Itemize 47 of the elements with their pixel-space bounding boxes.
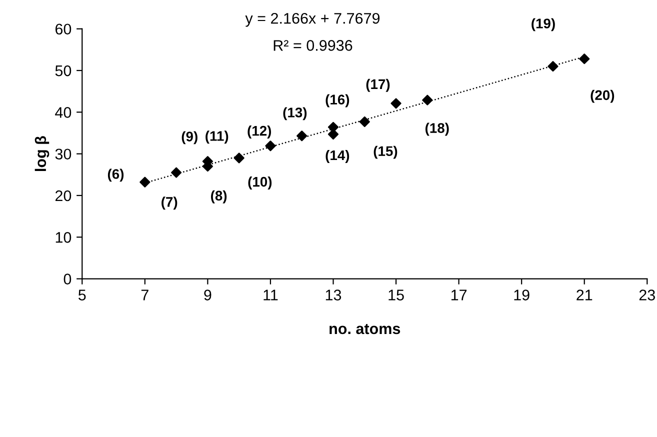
point <box>296 130 308 142</box>
annotation: (15) <box>374 146 398 159</box>
y-tick-label: 0 <box>64 274 72 284</box>
annotation: (10) <box>248 176 272 190</box>
annotation: (6) <box>108 168 124 182</box>
annotation: (17) <box>366 78 390 92</box>
y-tick-label: 30 <box>55 148 72 160</box>
x-tick-label: 5 <box>78 290 86 300</box>
text: y = 2.166x + 7.7679 <box>245 12 380 27</box>
annotation: (19) <box>532 18 555 32</box>
x-tick-label: 13 <box>326 290 342 300</box>
annotation: (8) <box>211 190 227 204</box>
point <box>140 176 150 188</box>
annotation: R² = 0.9936 <box>274 40 352 51</box>
y-tick-label: 50 <box>55 65 72 76</box>
point <box>359 116 370 128</box>
annotation: (13) <box>283 107 307 120</box>
point <box>579 54 590 64</box>
y-tick-label: 10 <box>56 232 72 243</box>
x-tick-label: 21 <box>576 290 592 300</box>
point <box>328 122 339 132</box>
x-tick-label: 15 <box>388 290 404 300</box>
annotation: (14) <box>326 150 350 163</box>
annotation: (11) <box>206 130 228 144</box>
point <box>234 152 244 164</box>
x-tick-label: 17 <box>451 290 467 300</box>
x-tick-label: 11 <box>264 290 278 300</box>
x-tick-label: 23 <box>639 290 655 300</box>
annotation: (20) <box>590 90 614 103</box>
point <box>548 61 558 72</box>
x-tick-label: 7 <box>141 290 148 300</box>
annotation: (12) <box>248 126 272 138</box>
annotation: (16) <box>326 94 350 108</box>
x-tick-label: 19 <box>514 290 530 300</box>
x-axis-title: no. atoms <box>330 324 400 334</box>
y-axis-title: log β <box>34 136 50 171</box>
y-tick-label: 60 <box>55 24 72 35</box>
point <box>170 167 182 178</box>
point <box>265 140 276 152</box>
annotation: (9) <box>182 131 198 144</box>
annotation: (7) <box>162 196 178 210</box>
point <box>422 94 433 106</box>
y-tick-label: 40 <box>55 107 72 118</box>
y-tick-label: 20 <box>55 190 72 202</box>
point <box>390 98 402 109</box>
x-tick-label: 9 <box>204 290 212 300</box>
annotation: (18) <box>425 122 449 136</box>
